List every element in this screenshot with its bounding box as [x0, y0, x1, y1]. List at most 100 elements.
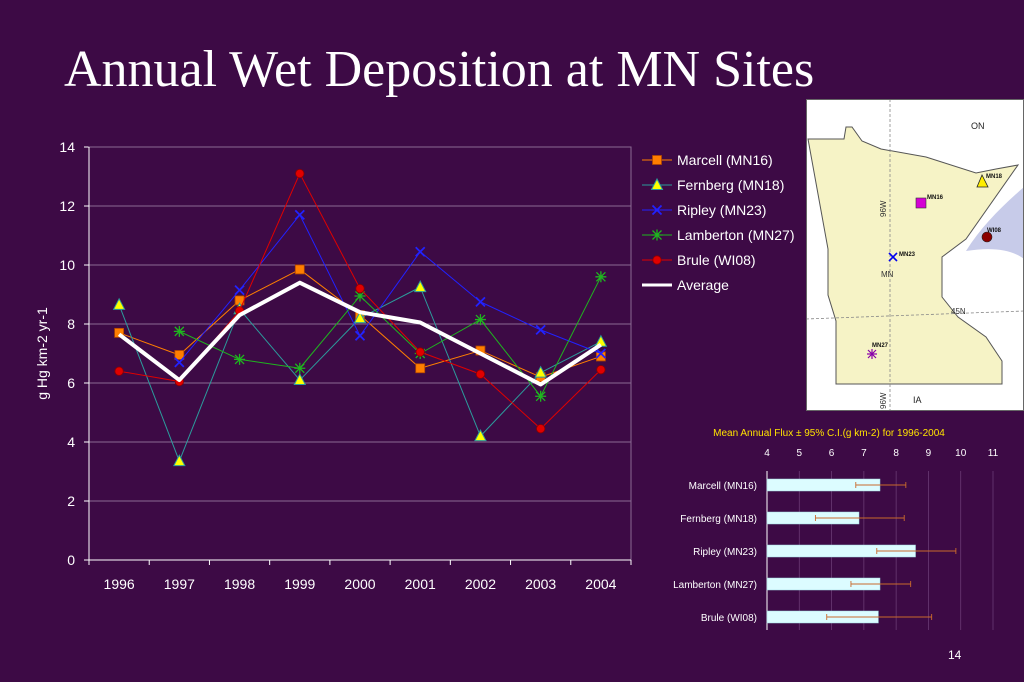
page-number: 14: [948, 648, 962, 662]
point-marcell-mn16-1996: [114, 327, 125, 338]
point-ripley-mn23-2003: [535, 324, 546, 336]
point-ripley-mn23-2004: [595, 348, 607, 359]
flux-errorbar-lamberton-mn27: [850, 581, 912, 587]
minnesota-outline: [807, 126, 1020, 385]
map-label-on: ON: [971, 121, 985, 131]
flux-xtick-4: 4: [764, 448, 770, 459]
flux-category-fernberg-mn18: Fernberg (MN18): [680, 514, 757, 525]
ytick-label-12: 12: [59, 198, 75, 214]
lake-superior: [966, 187, 1024, 259]
point-lamberton-mn27-2002: [474, 314, 486, 326]
series-ripley-mn23: [174, 209, 607, 368]
map-label-96w-top: 96W: [879, 200, 888, 217]
legend-label-fernberg-mn18: Fernberg (MN18): [677, 177, 784, 193]
xtick-label-2001: 2001: [405, 576, 436, 592]
point-ripley-mn23-1998: [234, 284, 245, 296]
flux-xtick-8: 8: [893, 448, 899, 459]
point-marcell-mn16-2004: [595, 351, 606, 362]
point-fernberg-mn18-2001: [413, 280, 427, 293]
point-marcell-mn16-1999: [294, 264, 305, 275]
point-lamberton-mn27-2004: [595, 271, 607, 283]
point-ripley-mn23-2000: [354, 330, 366, 341]
legend-label-average: Average: [677, 277, 729, 293]
point-brule-wi08-2002: [475, 369, 486, 379]
point-fernberg-mn18-1999: [293, 372, 307, 386]
point-marcell-mn16-1997: [174, 350, 185, 360]
legend-marker-fernberg-mn18: [650, 177, 664, 190]
xtick-label-2004: 2004: [585, 576, 616, 592]
series-line-ripley-mn23: [178, 214, 602, 363]
point-lamberton-mn27-2000: [354, 290, 366, 302]
point-fernberg-mn18-2004: [594, 334, 608, 347]
point-ripley-mn23-1997: [174, 357, 185, 368]
xtick-label-1997: 1997: [164, 576, 195, 592]
point-lamberton-mn27-2003: [535, 390, 547, 402]
point-lamberton-mn27-1999: [294, 362, 306, 374]
legend-marker-ripley-mn23: [651, 204, 663, 216]
series-fernberg-mn18: [112, 280, 608, 467]
flux-xtick-7: 7: [861, 448, 867, 459]
flux-title: Mean Annual Flux ± 95% C.I.(g km-2) for …: [713, 428, 945, 439]
legend-label-lamberton-mn27: Lamberton (MN27): [677, 227, 795, 243]
site-mn16-label: MN16: [927, 195, 944, 201]
xtick-label-2000: 2000: [344, 576, 375, 592]
ytick-label-8: 8: [67, 316, 75, 332]
legend-marker-lamberton-mn27: [651, 229, 663, 241]
point-ripley-mn23-1999: [294, 209, 305, 220]
site-mn27-marker: [867, 349, 877, 359]
point-brule-wi08-2000: [355, 283, 365, 294]
legend-label-brule-wi08: Brule (WI08): [677, 252, 756, 268]
xtick-label-2002: 2002: [465, 576, 496, 592]
site-wi08-marker: [981, 231, 993, 243]
point-brule-wi08-2003: [536, 424, 546, 434]
map-label-96w-bottom: 96W: [879, 392, 888, 409]
series-average: [117, 280, 602, 387]
series-line-lamberton-mn27: [179, 276, 602, 397]
flux-errorbar-fernberg-mn18: [814, 515, 905, 521]
flux-category-brule-wi08: Brule (WI08): [701, 613, 757, 624]
xtick-label-1998: 1998: [224, 576, 255, 592]
ytick-label-4: 4: [67, 434, 75, 450]
legend-marker-brule-wi08: [652, 255, 662, 265]
flux-errorbar-brule-wi08: [826, 614, 933, 620]
xtick-label-2003: 2003: [525, 576, 556, 592]
lat-45n-line: [806, 310, 1024, 320]
map-label-ia: IA: [913, 395, 922, 405]
point-marcell-mn16-2001: [415, 363, 426, 374]
y-axis-label: g Hg km-2 yr-1: [34, 307, 50, 400]
site-mn16-marker: [915, 197, 927, 209]
point-ripley-mn23-2001: [415, 246, 426, 257]
point-fernberg-mn18-2000: [353, 311, 367, 324]
series-lamberton-mn27: [173, 271, 607, 402]
point-fernberg-mn18-2002: [474, 429, 487, 442]
legend-marker-marcell-mn16: [652, 155, 662, 165]
flux-category-ripley-mn23: Ripley (MN23): [693, 547, 757, 558]
point-brule-wi08-1996: [114, 366, 124, 376]
point-fernberg-mn18-2003: [534, 365, 547, 378]
ytick-label-6: 6: [67, 375, 75, 391]
flux-xtick-5: 5: [797, 448, 803, 459]
point-lamberton-mn27-1998: [234, 353, 246, 365]
point-brule-wi08-2001: [415, 347, 425, 357]
flux-xtick-9: 9: [926, 448, 932, 459]
point-fernberg-mn18-1996: [112, 297, 126, 310]
site-mn18-label: MN18: [986, 174, 1003, 180]
map-label-45n: 45N: [951, 307, 966, 316]
series-line-average: [117, 280, 602, 387]
legend-label-ripley-mn23: Ripley (MN23): [677, 202, 766, 218]
flux-errorbar-marcell-mn16: [855, 482, 907, 488]
mean-flux-bar-chart: Mean Annual Flux ± 95% C.I.(g km-2) for …: [673, 428, 999, 630]
series-marcell-mn16: [114, 264, 606, 383]
flux-xtick-11: 11: [988, 448, 999, 459]
slide-title: Annual Wet Deposition at MN Sites: [64, 41, 815, 98]
site-mn27-label: MN27: [872, 343, 889, 349]
map-label-mn: MN: [881, 270, 894, 279]
flux-xtick-10: 10: [955, 448, 967, 459]
flux-xtick-6: 6: [829, 448, 835, 459]
xtick-label-1999: 1999: [284, 576, 315, 592]
site-mn23-marker: [888, 252, 898, 262]
site-mn18-marker: [976, 174, 989, 188]
ytick-label-2: 2: [67, 493, 75, 509]
point-brule-wi08-2004: [596, 365, 606, 375]
